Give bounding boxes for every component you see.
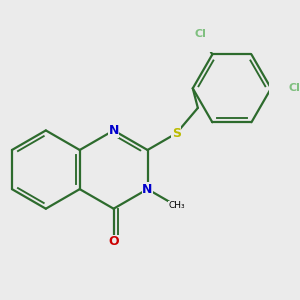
Text: S: S: [172, 127, 181, 140]
Text: Cl: Cl: [195, 29, 206, 39]
Text: O: O: [108, 236, 119, 248]
Text: N: N: [108, 124, 119, 137]
Text: N: N: [142, 183, 153, 196]
Text: Cl: Cl: [289, 83, 300, 93]
Text: CH₃: CH₃: [168, 201, 184, 210]
